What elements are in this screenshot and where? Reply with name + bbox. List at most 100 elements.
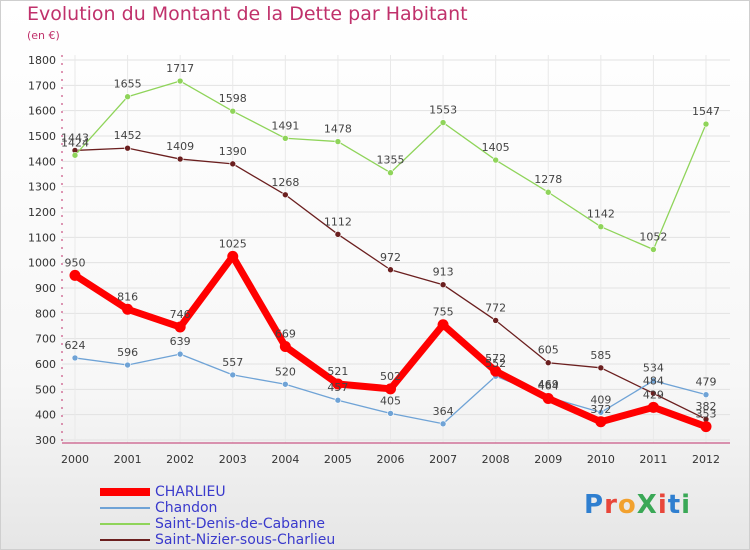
legend-label-chandon: Chandon bbox=[155, 500, 218, 516]
data-label: 639 bbox=[170, 335, 191, 348]
legend-item-chandon: Chandon bbox=[100, 500, 400, 516]
logo-letter: X bbox=[636, 490, 658, 520]
data-point bbox=[650, 390, 657, 397]
data-point bbox=[385, 383, 396, 395]
data-point bbox=[229, 160, 237, 168]
data-label: 457 bbox=[327, 381, 348, 394]
data-point bbox=[334, 396, 342, 404]
data-point bbox=[490, 365, 502, 377]
data-point bbox=[387, 410, 394, 417]
y-tick-label: 1100 bbox=[28, 231, 56, 244]
data-point bbox=[439, 420, 447, 428]
data-label: 484 bbox=[643, 374, 664, 387]
data-label: 950 bbox=[65, 256, 86, 269]
y-tick-label: 1800 bbox=[28, 54, 56, 67]
data-label: 1405 bbox=[482, 141, 510, 154]
legend-item-saint-nizier: Saint-Nizier-sous-Charlieu bbox=[100, 532, 400, 548]
data-label: 382 bbox=[696, 400, 717, 413]
y-tick-label: 500 bbox=[35, 383, 56, 396]
data-label: 1278 bbox=[534, 173, 562, 186]
data-label: 1268 bbox=[271, 176, 299, 189]
data-point bbox=[71, 354, 79, 362]
data-label: 1491 bbox=[271, 119, 299, 132]
data-label: 1142 bbox=[587, 208, 615, 221]
data-point bbox=[334, 138, 342, 145]
data-label: 1390 bbox=[219, 145, 247, 158]
data-label: 772 bbox=[485, 301, 506, 314]
data-point bbox=[279, 341, 291, 353]
data-point bbox=[176, 77, 184, 85]
x-tick-label: 2001 bbox=[114, 453, 142, 466]
legend-swatch-charlieu bbox=[100, 488, 150, 496]
y-tick-label: 700 bbox=[35, 333, 56, 346]
data-point bbox=[282, 134, 289, 142]
data-label: 469 bbox=[538, 378, 559, 391]
data-label: 464 bbox=[538, 379, 559, 392]
data-point bbox=[595, 416, 607, 428]
data-label: 552 bbox=[485, 357, 506, 370]
y-tick-label: 1000 bbox=[28, 257, 56, 270]
data-point bbox=[437, 319, 449, 331]
x-tick-label: 2000 bbox=[61, 453, 89, 466]
legend-label-saint-nizier: Saint-Nizier-sous-Charlieu bbox=[155, 532, 336, 548]
logo-letter: o bbox=[617, 490, 637, 520]
data-label: 521 bbox=[327, 365, 348, 378]
data-label: 372 bbox=[590, 403, 611, 416]
x-tick-label: 2004 bbox=[271, 453, 299, 466]
data-label: 1547 bbox=[692, 105, 720, 118]
data-point bbox=[124, 361, 131, 369]
data-point bbox=[700, 421, 712, 433]
data-point bbox=[650, 377, 657, 385]
y-tick-label: 1300 bbox=[28, 181, 56, 194]
data-point bbox=[332, 378, 344, 390]
data-point bbox=[387, 266, 394, 274]
data-point bbox=[227, 250, 239, 262]
data-label: 1409 bbox=[166, 140, 194, 153]
data-label: 624 bbox=[65, 339, 86, 352]
data-label: 596 bbox=[117, 346, 138, 359]
data-label: 1478 bbox=[324, 123, 352, 136]
data-label: 669 bbox=[275, 328, 296, 341]
data-label: 1443 bbox=[61, 131, 89, 144]
data-point bbox=[124, 93, 131, 101]
data-point bbox=[702, 120, 710, 128]
data-label: 409 bbox=[590, 393, 611, 406]
proxiti-logo: ProXiti bbox=[584, 490, 691, 520]
data-point bbox=[492, 317, 499, 324]
data-label: 755 bbox=[433, 306, 454, 319]
data-point bbox=[69, 269, 81, 281]
x-tick-label: 2010 bbox=[587, 453, 615, 466]
x-tick-label: 2009 bbox=[534, 453, 562, 466]
data-label: 913 bbox=[433, 266, 454, 279]
data-point bbox=[597, 409, 605, 416]
legend-swatch-saint-nizier bbox=[100, 539, 150, 541]
y-tick-label: 800 bbox=[35, 307, 56, 320]
data-point bbox=[122, 303, 134, 315]
legend-swatch-saint-denis bbox=[100, 523, 150, 525]
data-point bbox=[229, 371, 237, 379]
x-tick-label: 2002 bbox=[166, 453, 194, 466]
data-label: 605 bbox=[538, 344, 559, 357]
y-tick-label: 1400 bbox=[28, 155, 56, 168]
x-tick-label: 2012 bbox=[692, 453, 720, 466]
logo-letter: P bbox=[584, 490, 605, 520]
legend-label-charlieu: CHARLIEU bbox=[155, 484, 226, 500]
data-label: 972 bbox=[380, 251, 401, 264]
legend-item-charlieu: CHARLIEU bbox=[100, 484, 400, 500]
logo-letter: i bbox=[657, 490, 668, 520]
y-tick-label: 900 bbox=[35, 282, 56, 295]
data-point bbox=[439, 119, 447, 126]
data-label: 1452 bbox=[114, 129, 142, 142]
data-point bbox=[647, 401, 659, 413]
data-label: 1598 bbox=[219, 92, 247, 105]
y-tick-label: 600 bbox=[35, 358, 56, 371]
logo-letter: t bbox=[667, 490, 682, 520]
data-point bbox=[282, 380, 289, 388]
data-point bbox=[176, 350, 184, 358]
data-label: 1424 bbox=[61, 136, 89, 149]
y-tick-label: 1600 bbox=[28, 105, 56, 118]
x-tick-label: 2007 bbox=[429, 453, 457, 466]
data-label: 429 bbox=[643, 388, 664, 401]
data-label: 1717 bbox=[166, 62, 194, 75]
